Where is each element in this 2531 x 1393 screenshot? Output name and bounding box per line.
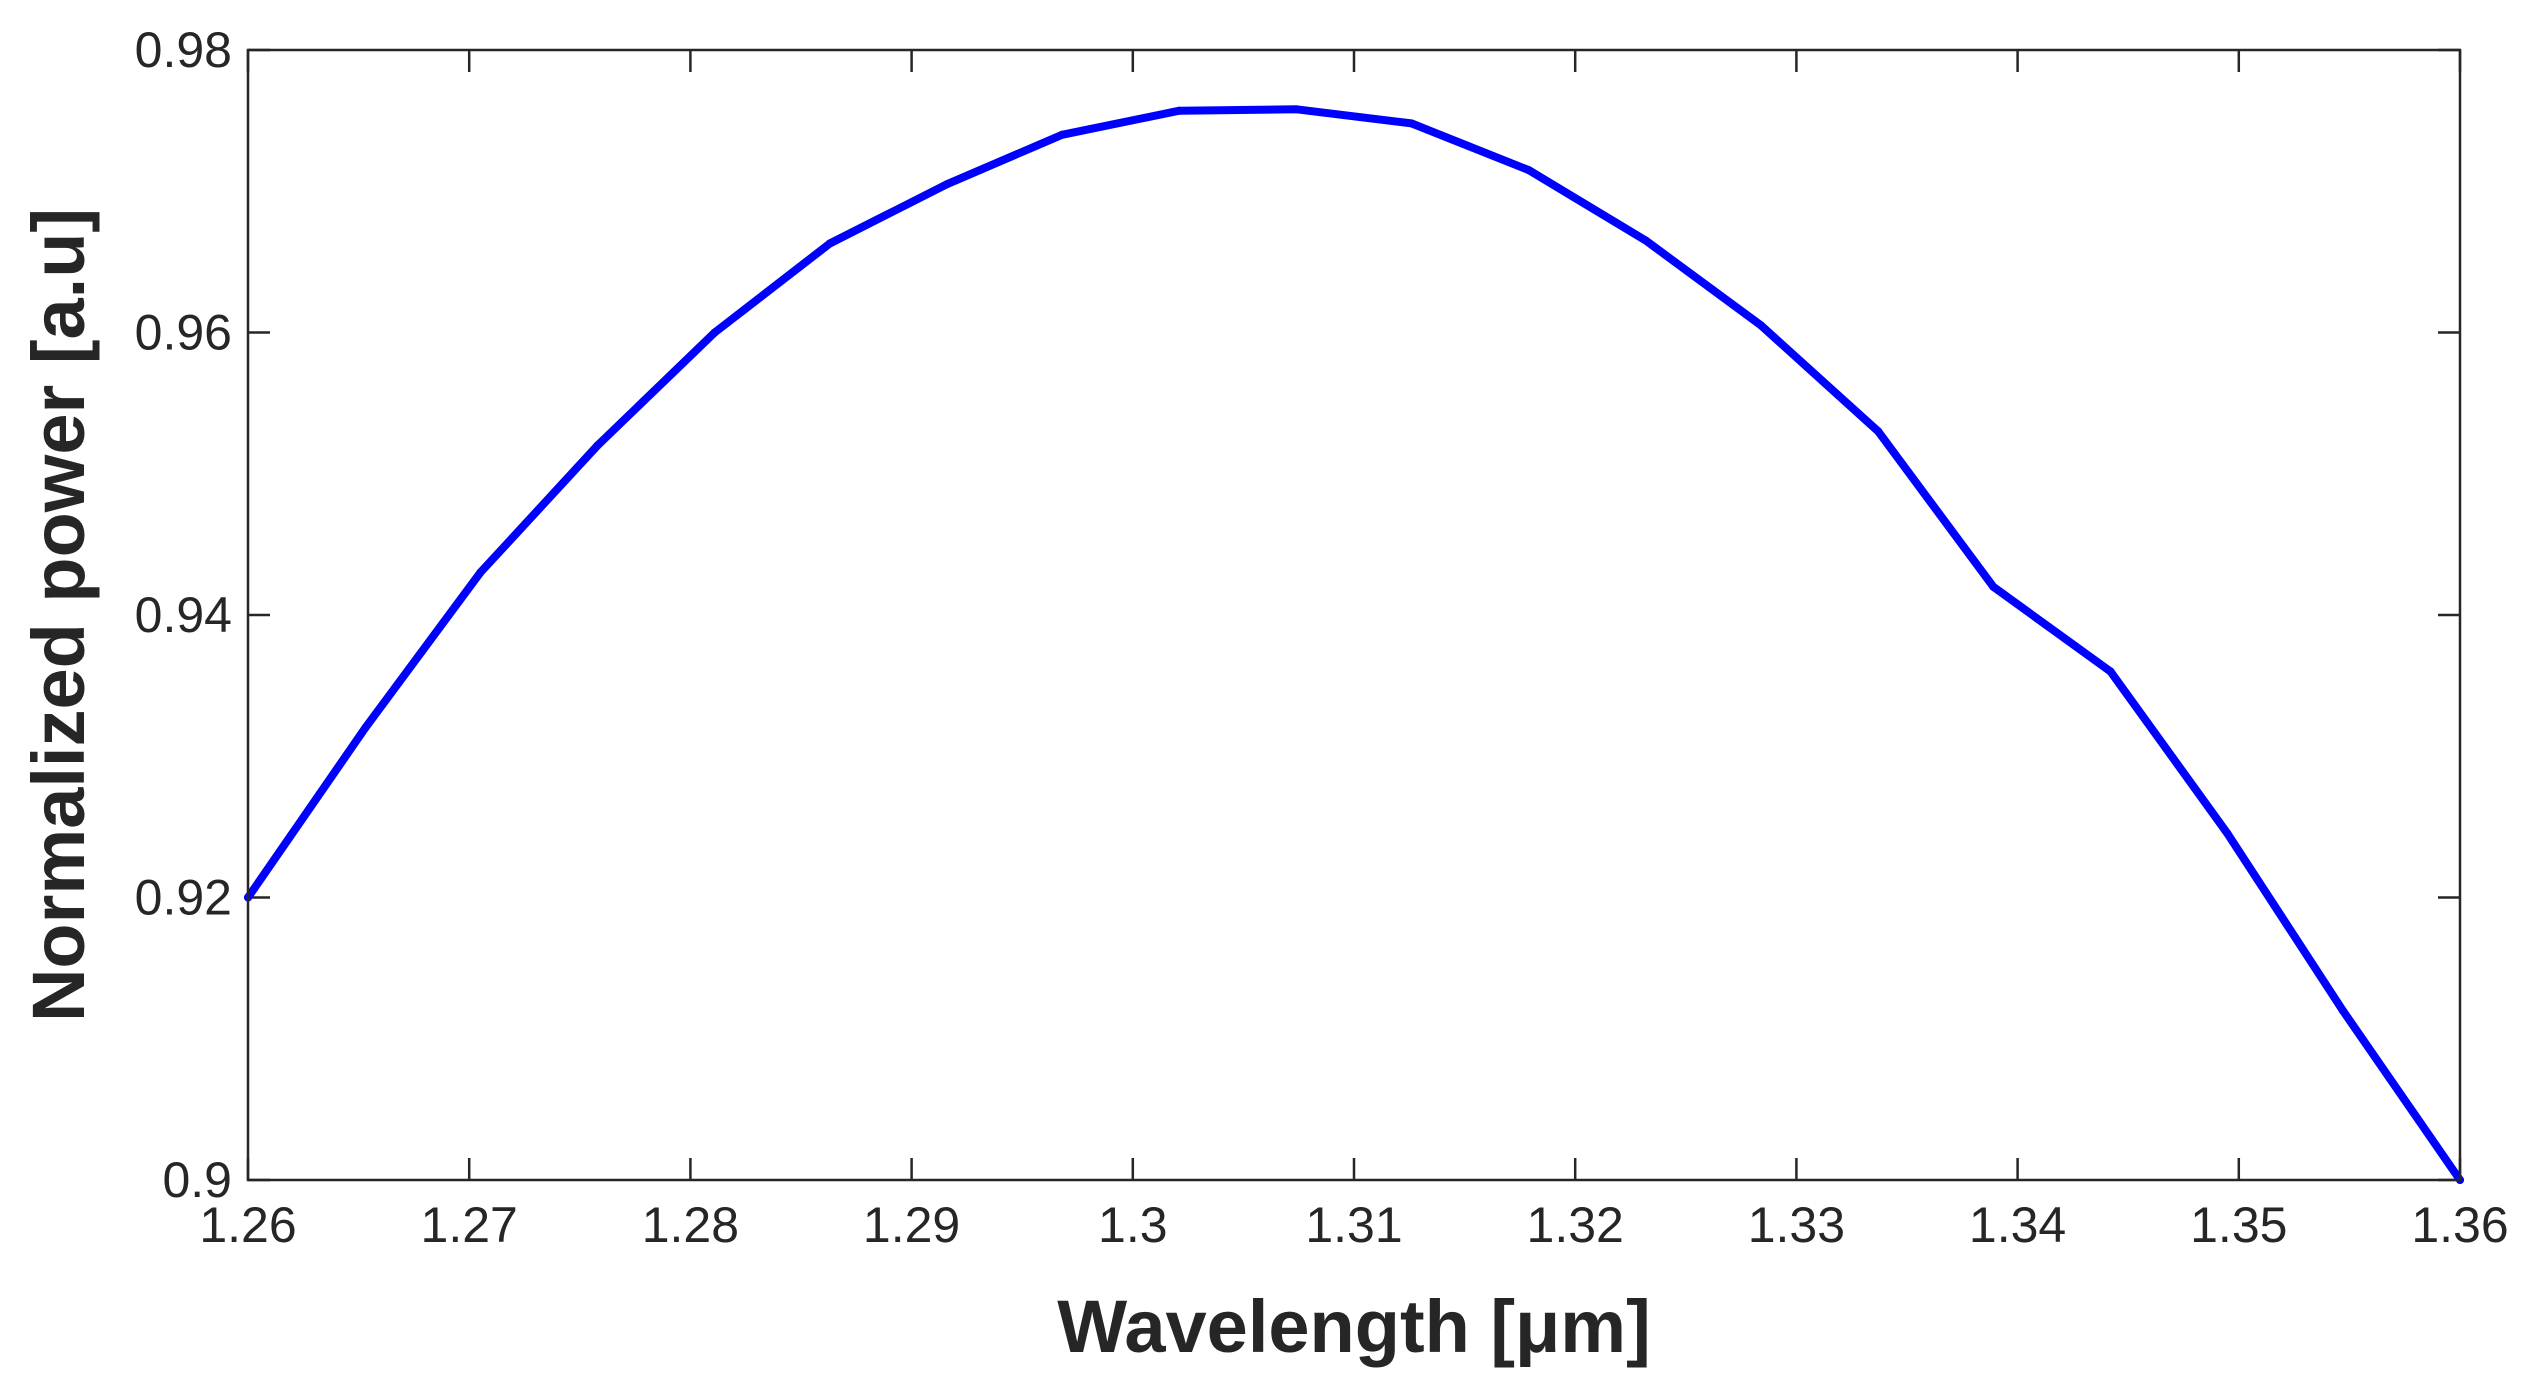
y-axis-label: Normalized power [a.u] (17, 208, 100, 1022)
data-point (1989, 582, 1998, 591)
x-tick-label: 1.26 (199, 1197, 296, 1253)
data-point (1757, 321, 1766, 330)
x-tick-label: 1.35 (2190, 1197, 2287, 1253)
x-tick-label: 1.3 (1098, 1197, 1168, 1253)
x-tick-label: 1.28 (642, 1197, 739, 1253)
y-tick-label: 0.92 (135, 870, 232, 926)
data-point (2223, 829, 2232, 838)
x-tick-label: 1.33 (1748, 1197, 1845, 1253)
data-point (942, 180, 951, 189)
x-tick-label: 1.34 (1969, 1197, 2066, 1253)
data-point (1175, 106, 1184, 115)
data-point (1407, 119, 1416, 128)
x-tick-label: 1.29 (863, 1197, 960, 1253)
data-point (710, 328, 719, 337)
data-point (1641, 236, 1650, 245)
data-point (1874, 427, 1883, 436)
series-line-0 (244, 105, 2464, 1184)
data-point (593, 441, 602, 450)
y-tick-label: 0.96 (135, 305, 232, 361)
x-tick-label: 1.32 (1527, 1197, 1624, 1253)
data-point (825, 239, 834, 248)
data-point (2106, 667, 2115, 676)
y-tick-label: 0.9 (162, 1152, 232, 1208)
data-point (476, 568, 485, 577)
plot-area-frame (246, 48, 2462, 1182)
data-point (2338, 1006, 2347, 1015)
x-tick-label: 1.36 (2411, 1197, 2508, 1253)
y-tick-label: 0.94 (135, 587, 232, 643)
data-point (1058, 130, 1067, 139)
x-tick-label: 1.27 (421, 1197, 518, 1253)
x-tick-label: 1.31 (1305, 1197, 1402, 1253)
y-tick-label: 0.98 (135, 22, 232, 78)
data-point (1524, 166, 1533, 175)
data-point (1292, 105, 1301, 114)
data-point (361, 724, 370, 732)
x-axis-label: Wavelength [μm] (1057, 1285, 1650, 1368)
